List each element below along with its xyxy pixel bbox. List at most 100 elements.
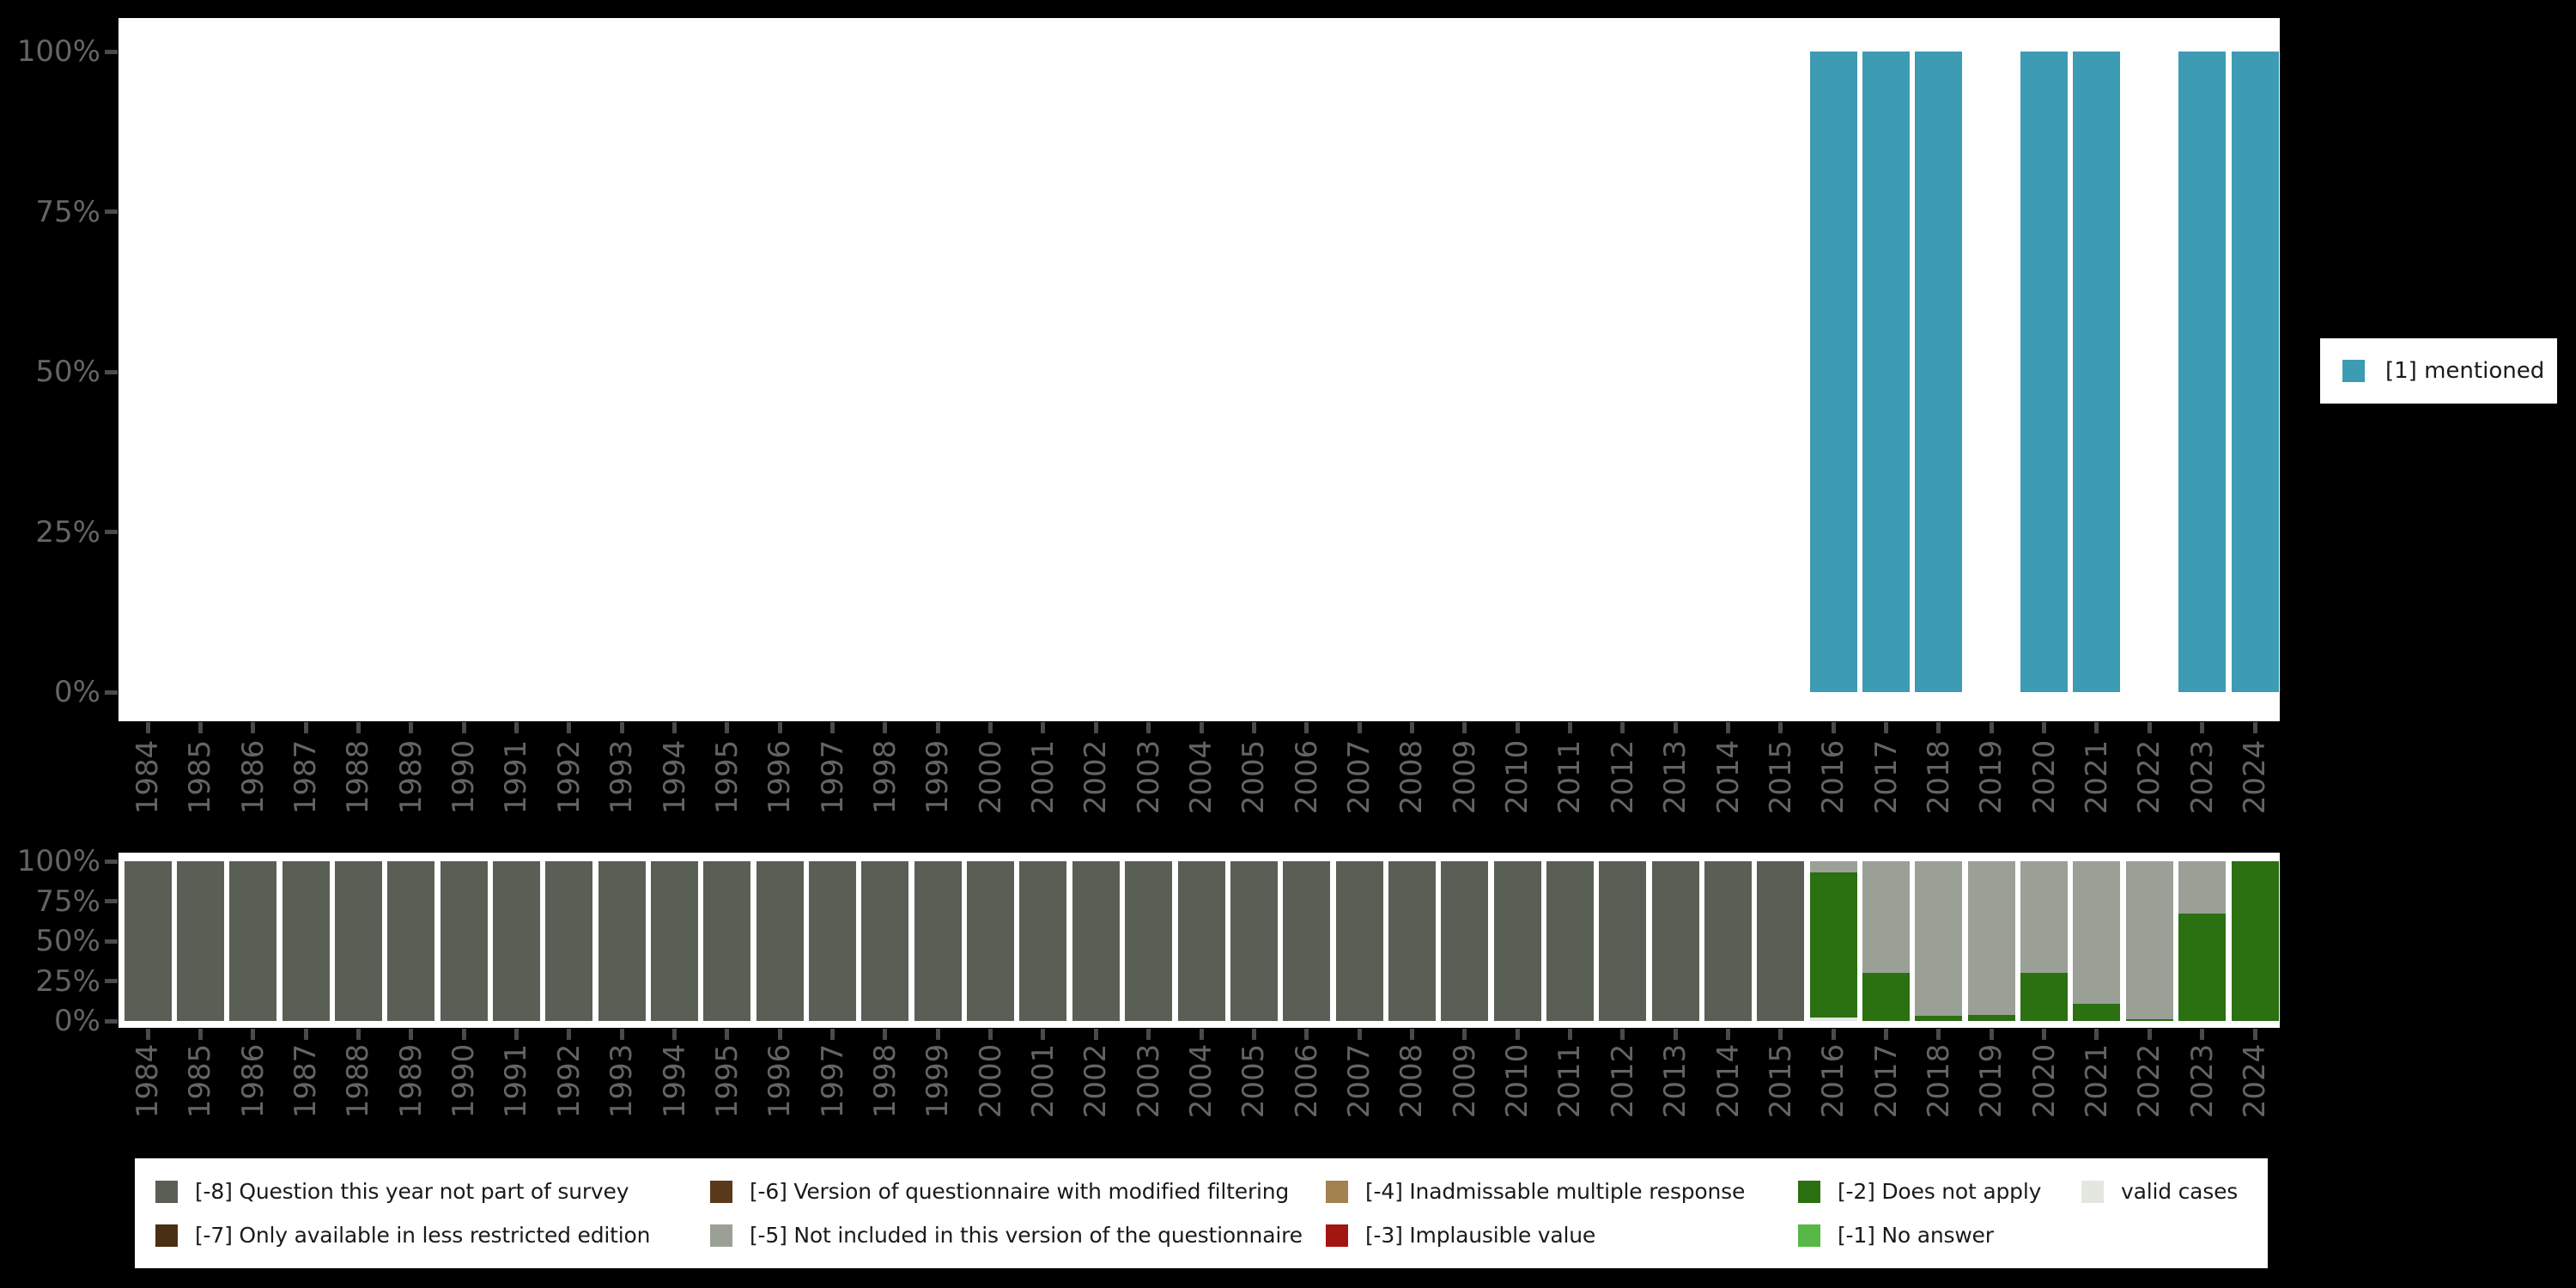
- x-axis-tick-mark: [777, 1029, 782, 1040]
- x-axis-year-label: 2005: [1236, 1043, 1272, 1119]
- x-axis-year-label: 2011: [1552, 739, 1588, 815]
- y-axis-tick-label: 75%: [35, 884, 100, 919]
- y-axis-tick-label: 25%: [35, 963, 100, 999]
- mentioned-bar-2023: [2178, 52, 2227, 692]
- x-axis-year-label: 1996: [762, 739, 798, 815]
- x-axis-year-label: 1992: [551, 739, 586, 815]
- x-axis-year-label: 1993: [605, 739, 640, 815]
- y-axis-tick-mark: [105, 690, 118, 695]
- x-axis-tick-mark: [1936, 1029, 1941, 1040]
- x-axis-year-label: 1990: [447, 739, 482, 815]
- missing-segment-2013: [1651, 861, 1699, 1021]
- x-axis-tick-mark: [1462, 722, 1467, 733]
- missing-segment-2018: [1915, 861, 1963, 1017]
- x-axis-year-label: 2000: [973, 739, 1008, 815]
- x-axis-tick-mark: [409, 722, 414, 733]
- x-axis-year-label: 1988: [341, 739, 376, 815]
- x-axis-tick-mark: [1989, 1029, 1994, 1040]
- missing-segment-2020: [2020, 861, 2069, 974]
- y-axis-tick-label: 25%: [35, 514, 100, 550]
- x-axis-year-label: 2008: [1394, 1043, 1430, 1119]
- x-axis-year-label: 1996: [762, 1043, 798, 1119]
- legend-swatch: [155, 1224, 178, 1247]
- x-axis-year-label: 2023: [2184, 1043, 2220, 1119]
- missing-values-legend-grid: [-8] Question this year not part of surv…: [135, 1158, 2268, 1257]
- x-axis-tick-mark: [1989, 722, 1994, 733]
- x-axis-year-label: 2004: [1184, 1043, 1218, 1119]
- mentioned-bar-2018: [1915, 52, 1963, 692]
- x-axis-tick-mark: [145, 1029, 150, 1040]
- x-axis-tick-mark: [461, 1029, 466, 1040]
- x-axis-tick-mark: [1567, 722, 1572, 733]
- x-axis-year-label: 1998: [867, 739, 902, 815]
- x-axis-tick-mark: [1831, 1029, 1836, 1040]
- missing-segment-1986: [229, 861, 277, 1021]
- missing-segment-1996: [756, 861, 804, 1021]
- x-axis-year-label: 2021: [2079, 739, 2114, 815]
- x-axis-year-label: 1991: [499, 739, 534, 815]
- missing-segment-2016: [1809, 872, 1857, 1018]
- legend-swatch: [155, 1180, 178, 1203]
- missing-segment-2015: [1757, 861, 1805, 1021]
- x-axis-year-label: 2016: [1816, 1043, 1851, 1119]
- x-axis-year-label: 2004: [1184, 739, 1218, 815]
- y-axis-tick-mark: [105, 939, 118, 944]
- legend-item: [-1] No answer: [1798, 1223, 2081, 1248]
- missing-segment-2020: [2020, 973, 2069, 1021]
- legend-item: [-4] Inadmissable multiple response: [1326, 1179, 1798, 1204]
- x-axis-tick-mark: [461, 722, 466, 733]
- x-axis-tick-mark: [251, 1029, 256, 1040]
- x-axis-year-label: 2012: [1605, 739, 1640, 815]
- missing-segment-1988: [334, 861, 382, 1021]
- legend-label: [-5] Not included in this version of the…: [750, 1223, 1303, 1248]
- legend-swatch: [1798, 1180, 1820, 1203]
- x-axis-year-label: 2005: [1236, 739, 1272, 815]
- x-axis-tick-mark: [197, 722, 203, 733]
- x-axis-tick-mark: [2252, 1029, 2257, 1040]
- x-axis-year-label: 2016: [1816, 739, 1851, 815]
- legend-swatch: [2081, 1180, 2104, 1203]
- x-axis-year-label: 1990: [447, 1043, 482, 1119]
- x-axis-year-label: 1995: [709, 1043, 744, 1119]
- x-axis-tick-mark: [145, 722, 150, 733]
- missing-segment-2003: [1125, 861, 1173, 1021]
- x-axis-year-label: 2010: [1500, 1043, 1535, 1119]
- missing-segment-2019: [1967, 1014, 2015, 1021]
- y-axis-tick-mark: [105, 369, 118, 374]
- missing-segment-2004: [1177, 861, 1225, 1021]
- x-axis-year-label: 2024: [2238, 1043, 2272, 1119]
- x-axis-tick-mark: [2042, 1029, 2047, 1040]
- x-axis-tick-mark: [2252, 722, 2257, 733]
- x-axis-tick-mark: [1409, 1029, 1414, 1040]
- x-axis-tick-mark: [1199, 1029, 1204, 1040]
- y-axis-tick-label: 50%: [35, 924, 100, 958]
- x-axis-year-label: 2012: [1605, 1043, 1640, 1119]
- missing-segment-2017: [1862, 861, 1911, 974]
- x-axis-tick-mark: [1831, 722, 1836, 733]
- x-axis-tick-mark: [2147, 722, 2152, 733]
- x-axis-tick-mark: [619, 1029, 624, 1040]
- x-axis-tick-mark: [409, 1029, 414, 1040]
- x-axis-tick-mark: [725, 1029, 730, 1040]
- x-axis-year-label: 2011: [1552, 1043, 1588, 1119]
- x-axis-year-label: 1984: [131, 1043, 165, 1119]
- x-axis-year-label: 1985: [183, 739, 218, 815]
- missing-segment-1995: [703, 861, 751, 1021]
- missing-segment-2008: [1388, 861, 1436, 1021]
- legend-label: [-1] No answer: [1838, 1223, 1994, 1248]
- missing-segment-2009: [1441, 861, 1489, 1021]
- x-axis-year-label: 2001: [1025, 739, 1060, 815]
- top-chart-panel: [118, 18, 2280, 721]
- missing-segment-2016: [1809, 1018, 1857, 1021]
- x-axis-year-label: 2019: [1974, 1043, 2009, 1119]
- x-axis-year-label: 2013: [1658, 1043, 1693, 1119]
- y-axis-tick-mark: [105, 979, 118, 983]
- x-axis-tick-mark: [1462, 1029, 1467, 1040]
- x-axis-tick-mark: [1726, 1029, 1730, 1040]
- mentioned-bar-2024: [2231, 52, 2279, 692]
- x-axis-tick-mark: [2147, 1029, 2152, 1040]
- legend-swatch: [1798, 1224, 1820, 1247]
- mentioned-bar-2020: [2020, 52, 2069, 692]
- y-axis-tick-mark: [105, 210, 118, 214]
